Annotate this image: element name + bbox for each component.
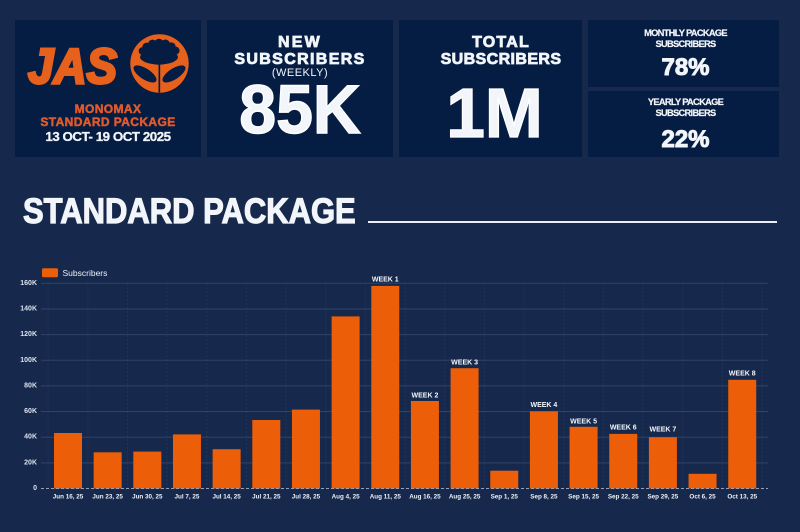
svg-text:Aug 16, 25: Aug 16, 25 bbox=[409, 493, 441, 500]
svg-text:Jun 16, 25: Jun 16, 25 bbox=[53, 493, 84, 500]
svg-text:Oct 13, 25: Oct 13, 25 bbox=[727, 493, 757, 500]
svg-text:Aug 4, 25: Aug 4, 25 bbox=[332, 493, 360, 500]
svg-text:40K: 40K bbox=[24, 434, 37, 441]
svg-text:Aug 11, 25: Aug 11, 25 bbox=[370, 493, 402, 500]
svg-text:Sep 22, 25: Sep 22, 25 bbox=[608, 493, 639, 500]
svg-text:WEEK 1: WEEK 1 bbox=[372, 277, 399, 284]
svg-text:WEEK 6: WEEK 6 bbox=[610, 424, 637, 431]
svg-text:Jun 23, 25: Jun 23, 25 bbox=[92, 493, 123, 500]
svg-text:Sep 15, 25: Sep 15, 25 bbox=[568, 493, 599, 500]
svg-text:WEEK 2: WEEK 2 bbox=[412, 393, 439, 400]
svg-text:Subscribers: Subscribers bbox=[63, 268, 108, 278]
svg-text:Oct 6, 25: Oct 6, 25 bbox=[689, 493, 716, 500]
svg-text:80K: 80K bbox=[24, 382, 37, 389]
svg-text:20K: 20K bbox=[24, 459, 37, 466]
svg-text:WEEK 8: WEEK 8 bbox=[729, 370, 756, 377]
svg-text:Aug 25, 25: Aug 25, 25 bbox=[449, 493, 481, 500]
svg-text:120K: 120K bbox=[20, 331, 37, 338]
svg-text:WEEK 3: WEEK 3 bbox=[451, 360, 478, 367]
svg-text:140K: 140K bbox=[20, 305, 37, 312]
svg-text:Jul 21, 25: Jul 21, 25 bbox=[252, 493, 281, 500]
svg-text:160K: 160K bbox=[20, 280, 37, 287]
svg-text:0: 0 bbox=[33, 485, 37, 492]
svg-text:WEEK 5: WEEK 5 bbox=[570, 419, 597, 426]
svg-text:60K: 60K bbox=[24, 408, 37, 415]
svg-text:Sep 1, 25: Sep 1, 25 bbox=[491, 493, 519, 500]
svg-text:WEEK 4: WEEK 4 bbox=[530, 402, 557, 409]
svg-text:Jul 7, 25: Jul 7, 25 bbox=[175, 493, 200, 500]
svg-text:Jul 28, 25: Jul 28, 25 bbox=[292, 493, 321, 500]
svg-text:WEEK 7: WEEK 7 bbox=[649, 427, 676, 434]
svg-text:Sep 29, 25: Sep 29, 25 bbox=[647, 493, 678, 500]
svg-text:100K: 100K bbox=[20, 357, 37, 364]
svg-text:Jun 30, 25: Jun 30, 25 bbox=[132, 493, 163, 500]
svg-text:Sep 8, 25: Sep 8, 25 bbox=[530, 493, 558, 500]
svg-text:Jul 14, 25: Jul 14, 25 bbox=[212, 493, 241, 500]
